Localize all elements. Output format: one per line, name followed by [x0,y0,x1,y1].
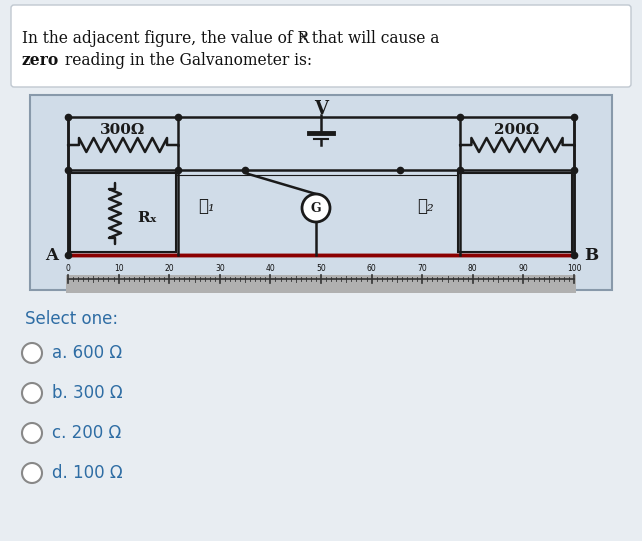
Circle shape [22,423,42,443]
Text: 90: 90 [519,264,528,273]
FancyBboxPatch shape [70,173,176,252]
Text: 80: 80 [468,264,478,273]
Text: c. 200 Ω: c. 200 Ω [52,424,121,442]
FancyBboxPatch shape [11,5,631,87]
Text: Select one:: Select one: [25,310,118,328]
Text: reading in the Galvanometer is:: reading in the Galvanometer is: [60,52,312,69]
Text: 20: 20 [164,264,174,273]
Circle shape [22,343,42,363]
Circle shape [22,463,42,483]
Text: 50: 50 [316,264,326,273]
Text: In the adjacent figure, the value of R: In the adjacent figure, the value of R [22,30,309,47]
FancyBboxPatch shape [458,173,572,252]
Circle shape [302,194,330,222]
Text: d. 100 Ω: d. 100 Ω [52,464,123,482]
Text: 300Ω: 300Ω [100,123,146,137]
Text: 0: 0 [65,264,71,273]
FancyBboxPatch shape [66,275,576,293]
FancyBboxPatch shape [30,95,612,290]
Text: 10: 10 [114,264,123,273]
Text: 60: 60 [367,264,376,273]
Text: 30: 30 [215,264,225,273]
Text: ℓ₁: ℓ₁ [198,198,214,215]
Text: a. 600 Ω: a. 600 Ω [52,344,122,362]
Text: 200Ω: 200Ω [494,123,539,137]
Text: B: B [584,247,598,263]
Text: that will cause a: that will cause a [307,30,439,47]
Text: Rₓ: Rₓ [137,212,157,226]
Circle shape [22,383,42,403]
Text: A: A [45,247,58,263]
Text: G: G [311,201,321,214]
Text: b. 300 Ω: b. 300 Ω [52,384,123,402]
Text: V: V [314,100,328,118]
Text: 70: 70 [417,264,427,273]
Text: 100: 100 [567,264,581,273]
Text: ℓ₂: ℓ₂ [417,198,433,215]
Text: zero: zero [22,52,59,69]
Text: x: x [300,30,307,43]
Text: 40: 40 [266,264,275,273]
